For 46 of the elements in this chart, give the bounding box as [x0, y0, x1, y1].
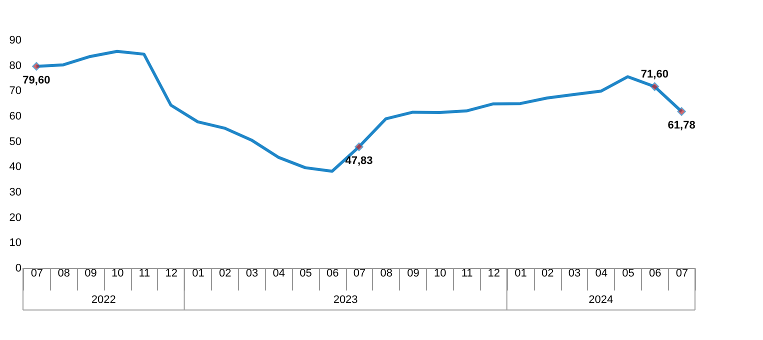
y-tick-label: 70 — [9, 85, 22, 98]
x-tick-label: 07 — [676, 268, 688, 280]
point — [32, 62, 41, 71]
x-tick-label: 05 — [300, 268, 312, 280]
x-tick-label: 01 — [514, 268, 527, 280]
point — [354, 142, 364, 152]
x-tick-label: 12 — [488, 268, 500, 280]
x-tick-label: 02 — [542, 268, 554, 280]
x-tick-label: 08 — [380, 268, 393, 280]
x-tick-label: 10 — [111, 268, 124, 280]
x-tick-label: 12 — [165, 268, 178, 280]
y-tick-label: 80 — [9, 60, 22, 72]
y-tick-label: 10 — [9, 237, 22, 250]
x-tick-label: 03 — [246, 268, 258, 280]
x-tick-label: 11 — [138, 268, 150, 280]
point — [650, 82, 660, 91]
data-label: 61,78 — [668, 119, 696, 132]
data-label: 47,83 — [345, 154, 373, 167]
x-tick-label: 07 — [30, 268, 44, 280]
x-tick-label: 07 — [353, 268, 366, 280]
y-tick-label: 20 — [9, 212, 22, 224]
x-tick-label: 04 — [595, 268, 608, 280]
x-tick-label: 10 — [434, 268, 446, 280]
x-tick-label: 06 — [649, 268, 662, 280]
y-tick-label: 0 — [15, 262, 22, 274]
x-tick-label: 01 — [192, 268, 204, 280]
y-tick-label: 40 — [9, 161, 22, 174]
text: 2023 — [333, 294, 358, 306]
x-tick-label: 09 — [84, 268, 97, 280]
x-tick-label: 03 — [568, 268, 581, 280]
x-tick-label: 08 — [58, 268, 70, 280]
y-tick-label: 50 — [9, 136, 22, 148]
data-label: 79,60 — [22, 74, 50, 86]
x-tick-label: 02 — [218, 268, 232, 280]
text: 2022 — [91, 294, 116, 306]
x-tick-label: 09 — [407, 268, 420, 280]
x-tick-label: 11 — [461, 268, 473, 280]
data-label: 71,60 — [640, 68, 668, 81]
x-tick-label: 06 — [326, 268, 339, 280]
y-tick-label: 90 — [9, 34, 22, 46]
text: 2024 — [588, 294, 614, 306]
x-tick-label: 04 — [272, 268, 285, 280]
x-tick-label: 05 — [622, 268, 634, 280]
point — [677, 107, 686, 116]
y-tick-label: 60 — [9, 110, 22, 122]
y-tick-label: 30 — [9, 186, 22, 198]
